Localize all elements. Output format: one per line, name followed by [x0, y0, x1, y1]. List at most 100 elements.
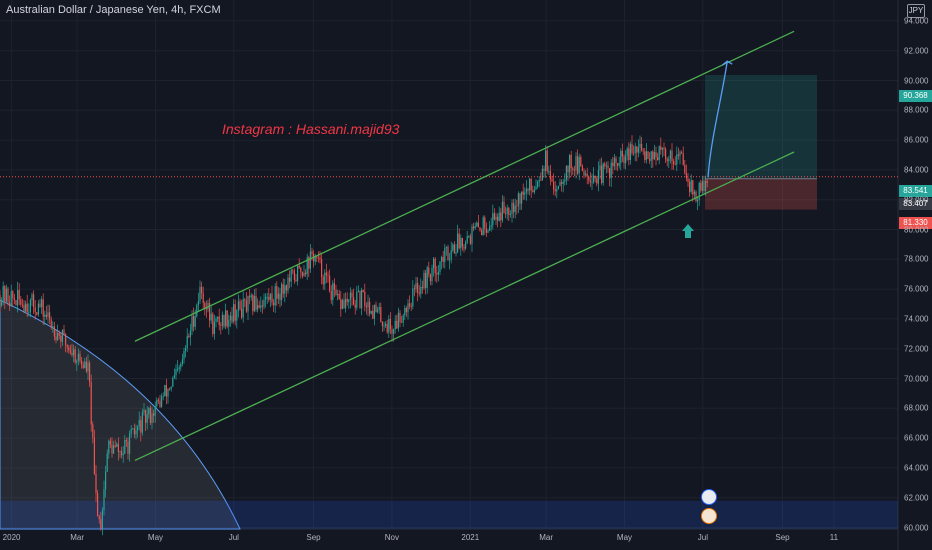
- candle-body: [525, 188, 527, 193]
- candle-body: [364, 291, 366, 306]
- candle-body: [335, 289, 337, 295]
- candle-body: [570, 154, 572, 169]
- candle-body: [405, 308, 407, 313]
- candle-body: [33, 294, 35, 308]
- projection-arrow: [707, 61, 728, 178]
- candle-body: [690, 180, 692, 192]
- candle-body: [572, 168, 574, 170]
- candle-body: [66, 344, 68, 348]
- candle-body: [116, 443, 118, 447]
- price-tick-label: 64.000: [904, 463, 929, 473]
- time-tick-label: Mar: [539, 533, 553, 542]
- candle-body: [417, 283, 419, 293]
- candle-body: [202, 293, 204, 303]
- candle-body: [268, 296, 270, 300]
- currency-button[interactable]: JPY: [907, 4, 925, 18]
- time-tick-label: Nov: [384, 533, 400, 542]
- candle-body: [353, 297, 355, 305]
- candle-body: [293, 270, 295, 280]
- candle-body: [586, 173, 588, 177]
- candle-body: [575, 156, 577, 171]
- candle-body: [631, 144, 633, 153]
- candle-body: [301, 272, 303, 277]
- candle-body: [473, 226, 475, 229]
- candle-body: [593, 175, 595, 182]
- candle-body: [601, 165, 603, 184]
- target-price-tag: 90.368: [899, 90, 932, 102]
- candle-body: [626, 148, 628, 156]
- price-tick-label: 86.000: [904, 135, 929, 145]
- candle-body: [105, 471, 107, 490]
- candle-body: [244, 299, 246, 301]
- candle-body: [348, 299, 350, 302]
- candle-body: [92, 424, 94, 438]
- price-tick-label: 94.000: [904, 16, 929, 26]
- price-tick-label: 82.000: [904, 195, 929, 205]
- candle-body: [658, 146, 660, 161]
- candle-body: [436, 273, 438, 275]
- candle-body: [359, 290, 361, 309]
- candle-body: [308, 257, 310, 269]
- candle-body: [143, 410, 145, 413]
- time-tick-label: Sep: [775, 533, 790, 542]
- candle-body: [609, 168, 611, 179]
- candle-body: [60, 335, 62, 342]
- candle-body: [367, 301, 369, 308]
- candle-body: [73, 349, 75, 356]
- candle-body: [15, 300, 17, 306]
- candle-body: [703, 180, 705, 192]
- candle-body: [561, 182, 563, 184]
- dividend-event-icon[interactable]: [701, 508, 717, 524]
- candle-body: [495, 216, 497, 220]
- candle-body: [549, 171, 551, 180]
- current-price-tag: 83.541: [899, 185, 932, 197]
- candle-body: [90, 382, 92, 425]
- candle-body: [597, 170, 599, 184]
- candle-body: [330, 291, 332, 300]
- candle-body: [36, 312, 38, 315]
- candle-body: [121, 451, 123, 456]
- candle-body: [548, 171, 550, 172]
- candle-body: [636, 146, 638, 153]
- candle-body: [474, 226, 476, 229]
- candle-body: [191, 315, 193, 331]
- candle-body: [573, 169, 575, 171]
- candle-body: [218, 316, 220, 326]
- candle-body: [287, 277, 289, 291]
- candle-body: [148, 408, 150, 415]
- candle-body: [95, 473, 97, 494]
- candle-body: [519, 193, 521, 204]
- candle-body: [429, 274, 431, 282]
- candle-body: [661, 147, 663, 150]
- candle-body: [333, 283, 335, 290]
- candle-body: [701, 180, 703, 191]
- candle-body: [209, 302, 211, 321]
- candle-body: [412, 288, 414, 307]
- candle-body: [673, 161, 675, 164]
- candle-body: [410, 306, 412, 307]
- candle-body: [49, 312, 51, 320]
- candle-body: [31, 294, 33, 300]
- candle-body: [692, 180, 694, 195]
- candle-body: [204, 302, 206, 309]
- candle-body: [170, 386, 172, 390]
- candle-body: [564, 179, 566, 182]
- candle-body: [233, 304, 235, 322]
- candle-body: [119, 451, 121, 452]
- candle-body: [311, 251, 313, 255]
- candle-body: [197, 301, 199, 305]
- candle-body: [681, 152, 683, 154]
- candle-body: [652, 151, 654, 160]
- candle-body: [497, 216, 499, 221]
- news-event-icon[interactable]: [701, 489, 717, 505]
- candle-body: [341, 299, 343, 310]
- candle-body: [63, 329, 65, 335]
- candle-body: [529, 178, 531, 191]
- candle-body: [295, 279, 297, 282]
- candle-body: [442, 257, 444, 262]
- candle-body: [588, 176, 590, 181]
- candle-body: [229, 315, 231, 320]
- stop-zone: [705, 178, 817, 210]
- candle-body: [124, 440, 126, 454]
